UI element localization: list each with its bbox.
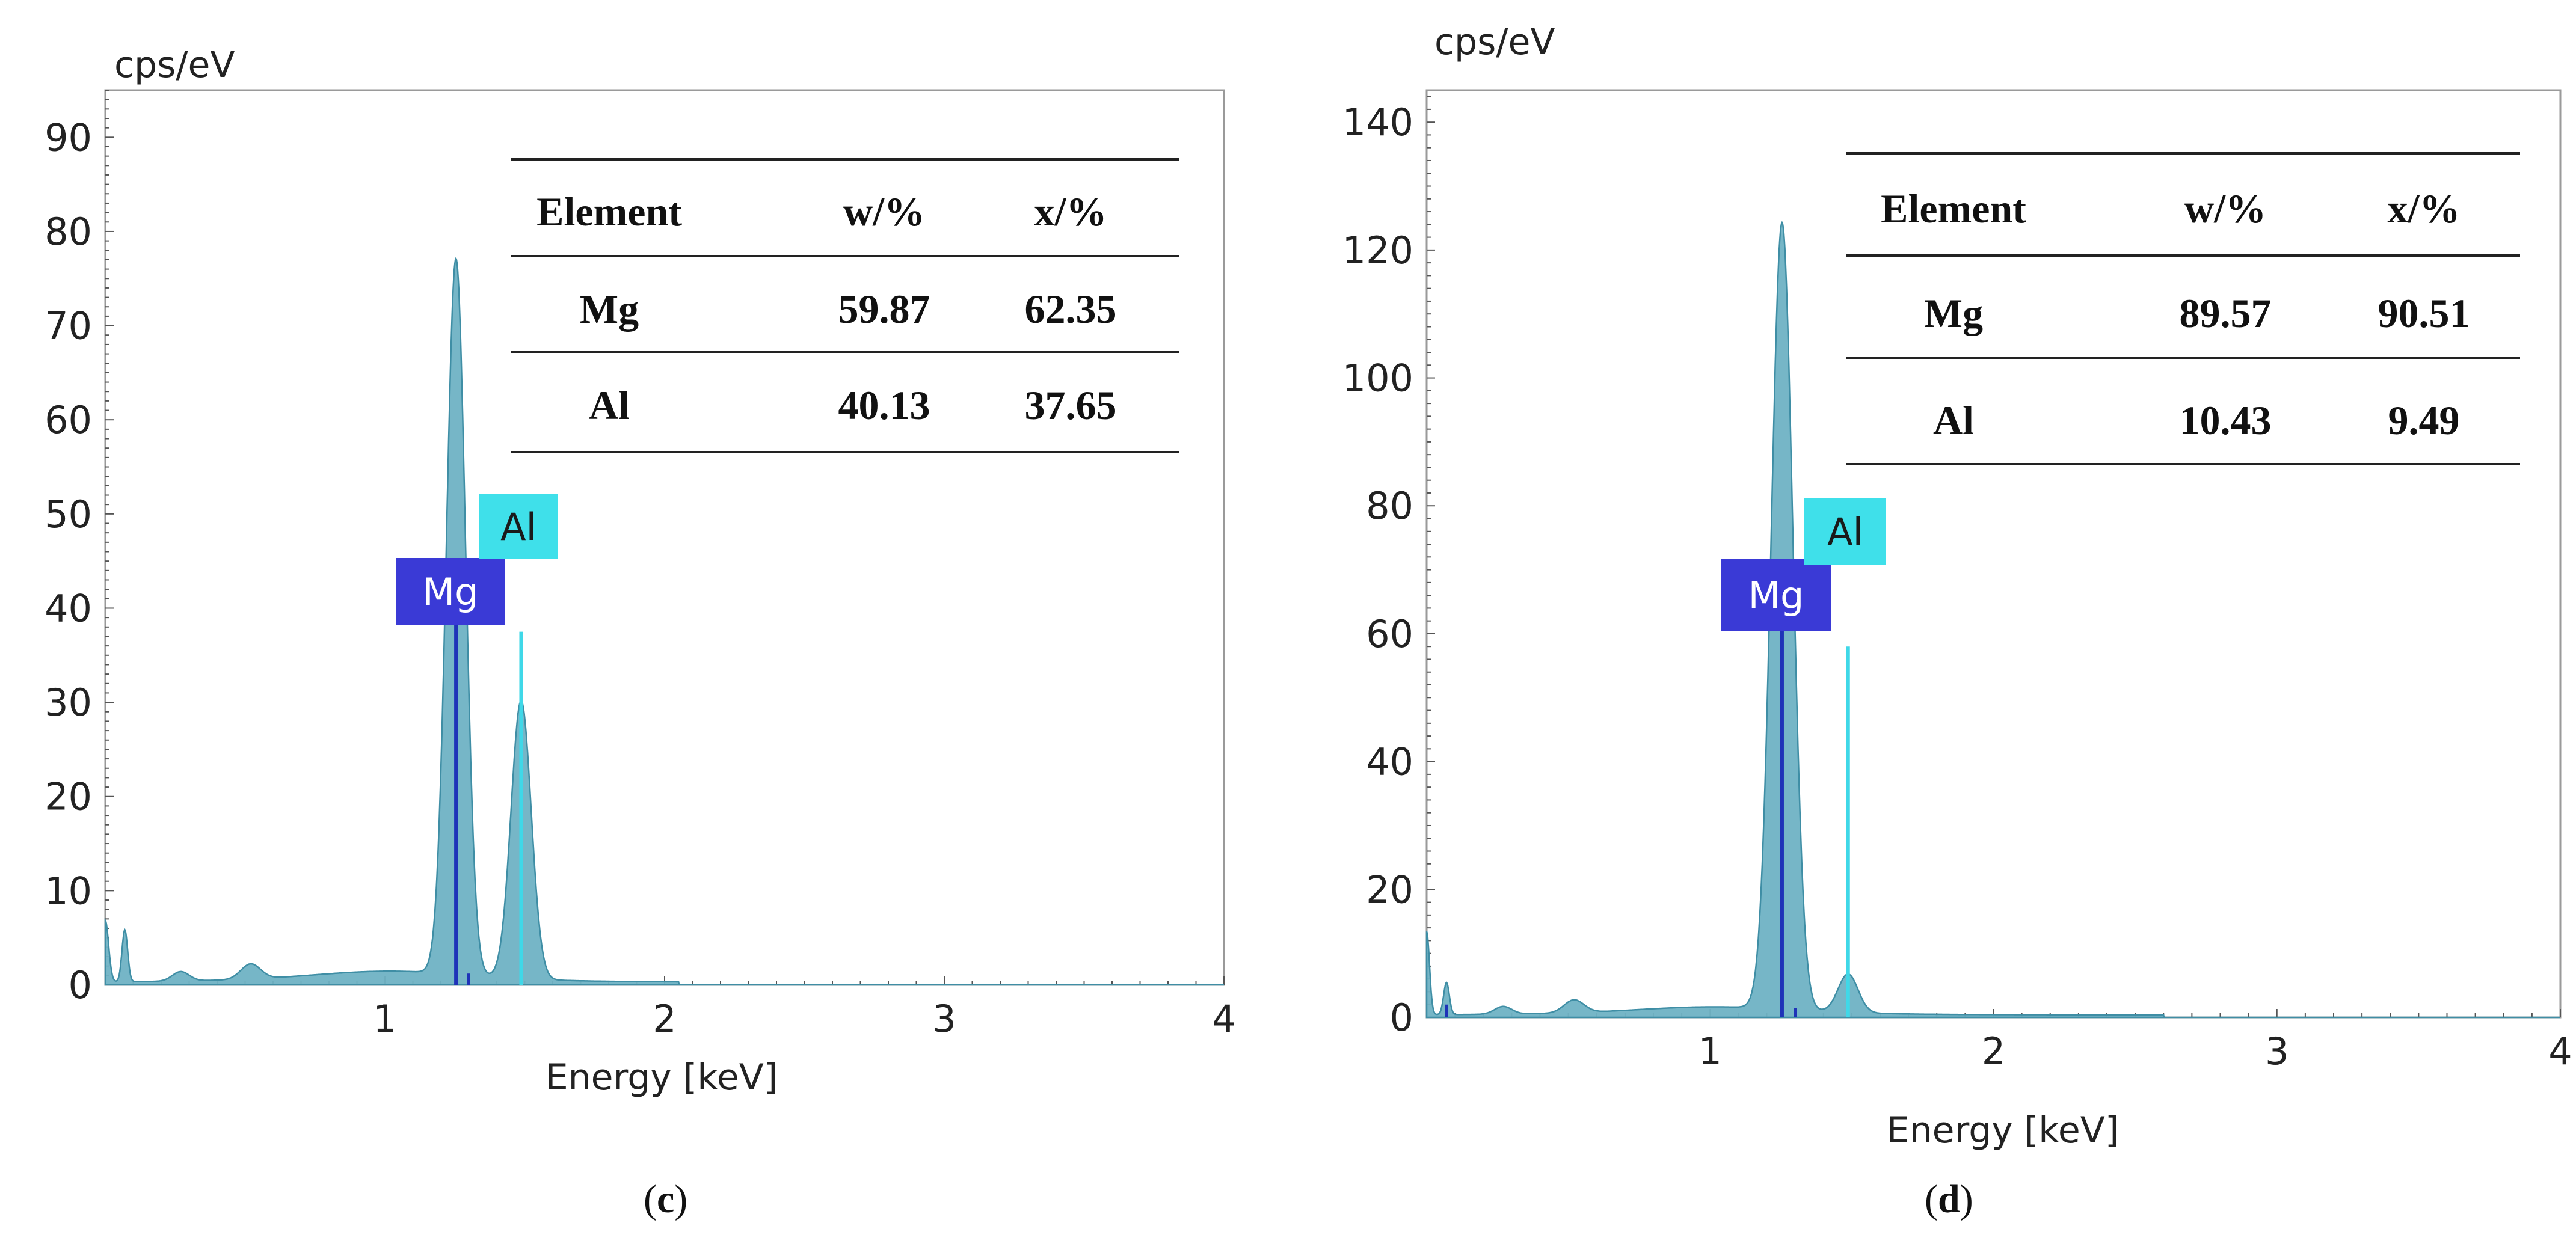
peak-label-box-al (1804, 498, 1886, 565)
peak-label-mg: Mg (1748, 574, 1804, 618)
y-tick-label: 0 (1390, 996, 1413, 1040)
caption-letter: c (657, 1177, 674, 1221)
y-tick-label: 120 (1342, 228, 1413, 272)
peak-label-al: Al (1827, 510, 1863, 554)
panel-caption: (c) (644, 1177, 687, 1221)
y-tick-label: 80 (45, 210, 92, 254)
table-header-cell: w/% (2184, 186, 2266, 231)
caption-paren-open: ( (1925, 1177, 1938, 1221)
y-tick-label: 60 (45, 398, 92, 442)
y-tick-label: 40 (45, 586, 92, 630)
spectrum-area (104, 256, 1224, 986)
y-tick-label: 10 (45, 869, 92, 913)
table-cell: 10.43 (2180, 397, 2272, 443)
table-cell: Al (1933, 397, 1974, 443)
table-cell: 40.13 (838, 382, 930, 428)
caption-paren-close: ) (674, 1177, 687, 1221)
x-tick-label: 4 (1212, 997, 1235, 1041)
table-header-cell: Element (1881, 186, 2026, 231)
peak-label-al: Al (500, 505, 536, 549)
spectrum-panel-d: 0 20 40 60 80 100 120 140 1 2 3 4 cps/eV Energy [keV]… (1342, 21, 2572, 1221)
peak-label-mg: Mg (423, 570, 479, 614)
y-tick-label: 20 (1366, 868, 1413, 912)
y-axis-unit-label: cps/eV (1434, 21, 1555, 63)
y-axis-unit-label: cps/eV (114, 44, 235, 86)
table-cell: 89.57 (2180, 290, 2272, 336)
y-tick-label: 20 (45, 775, 92, 819)
table-cell: Mg (580, 286, 639, 332)
y-tick-label: 70 (45, 304, 92, 348)
y-tick-label: 90 (45, 115, 92, 159)
table-cell: 59.87 (838, 286, 930, 332)
y-tick-label: 50 (45, 492, 92, 536)
x-tick-label: 2 (1982, 1029, 2005, 1073)
table-cell: 9.49 (2388, 397, 2460, 443)
composition-table: Element w/% x/% Mg 59.87 62.35 Al 40.13 37.65 (511, 158, 1179, 453)
x-axis-label: Energy [keV] (546, 1056, 778, 1099)
table-cell: 37.65 (1025, 382, 1117, 428)
x-tick-label: 3 (2265, 1029, 2289, 1073)
y-tick-label: 100 (1342, 357, 1413, 400)
x-tick-label: 1 (373, 997, 396, 1041)
spectrum-panel-c: 0 10 20 30 40 50 60 70 80 90 1 2 3 4 cps/eV Energy [keV… (45, 44, 1236, 1221)
x-tick-label: 1 (1698, 1029, 1722, 1073)
table-cell: 62.35 (1025, 286, 1117, 332)
spectrum-area (1425, 221, 2560, 1019)
caption-paren-open: ( (644, 1177, 657, 1221)
x-tick-label: 2 (653, 997, 676, 1041)
x-tick-label: 4 (2548, 1029, 2572, 1073)
y-tick-label: 140 (1342, 100, 1413, 144)
x-axis-label: Energy [keV] (1887, 1109, 2120, 1151)
y-tick-label: 40 (1366, 740, 1413, 784)
y-tick-label: 30 (45, 681, 92, 725)
table-cell: 90.51 (2378, 290, 2470, 336)
peak-label-box-al (479, 494, 558, 559)
composition-table: Element w/% x/% Mg 89.57 90.51 Al 10.43 9.49 (1846, 152, 2520, 465)
panel-caption: (d) (1925, 1177, 1973, 1221)
peak-label-box-mg (1721, 559, 1831, 631)
table-header-cell: Element (536, 189, 682, 234)
table-cell: Mg (1924, 290, 1983, 336)
y-tick-label: 80 (1366, 484, 1413, 528)
table-header-cell: x/% (2388, 186, 2461, 231)
y-tick-label: 0 (69, 963, 92, 1007)
x-tick-label: 3 (932, 997, 956, 1041)
peak-label-box-mg (396, 558, 505, 625)
caption-paren-close: ) (1960, 1177, 1973, 1221)
table-header-cell: w/% (843, 189, 925, 234)
table-cell: Al (589, 382, 630, 428)
table-header-cell: x/% (1034, 189, 1107, 234)
caption-letter: d (1938, 1177, 1960, 1221)
y-tick-label: 60 (1366, 612, 1413, 656)
